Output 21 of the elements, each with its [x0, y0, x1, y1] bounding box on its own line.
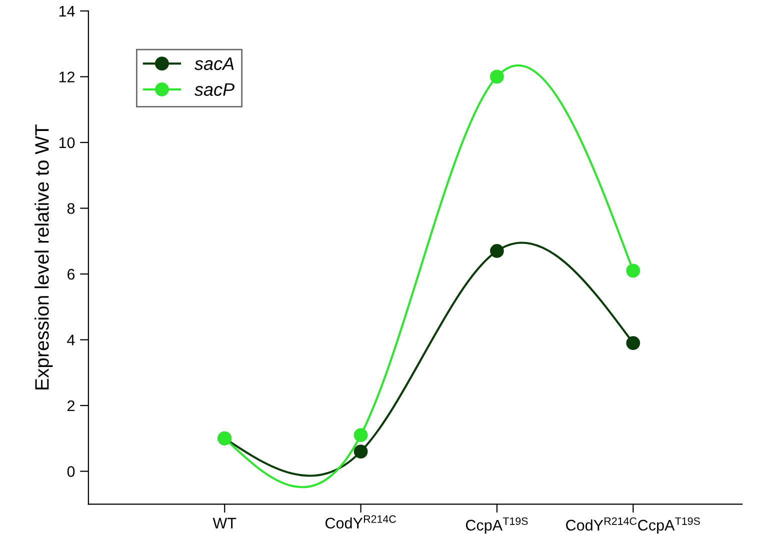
y-tick-label: 12 — [59, 72, 74, 82]
x-tick-label: CodY$^{R214C}$CcpA$^{T19S}$ — [566, 517, 700, 534]
point — [490, 244, 504, 258]
point — [354, 444, 368, 458]
legend-label: sacA — [194, 57, 234, 70]
y-tick-label: 10 — [59, 137, 75, 148]
y-tick-label: 6 — [68, 268, 75, 280]
y-tick-label: 14 — [59, 6, 75, 16]
y-tick-label: 8 — [67, 203, 75, 214]
y-tick-label: 4 — [67, 334, 75, 346]
y-tick-label: 2 — [68, 400, 74, 412]
y-tick-label: 0 — [67, 466, 75, 477]
point — [490, 70, 504, 84]
x-tick-label: WT — [212, 518, 236, 528]
x-tick-label: CodY$^{R214C}$ — [326, 515, 396, 529]
point — [354, 428, 368, 442]
point — [626, 336, 640, 350]
point — [626, 264, 640, 278]
x-tick-label: CcpA$^{T19S}$ — [466, 517, 528, 534]
y-axis-title: Expression level relative to WT — [34, 124, 53, 390]
legend-label: sacP — [194, 83, 234, 96]
